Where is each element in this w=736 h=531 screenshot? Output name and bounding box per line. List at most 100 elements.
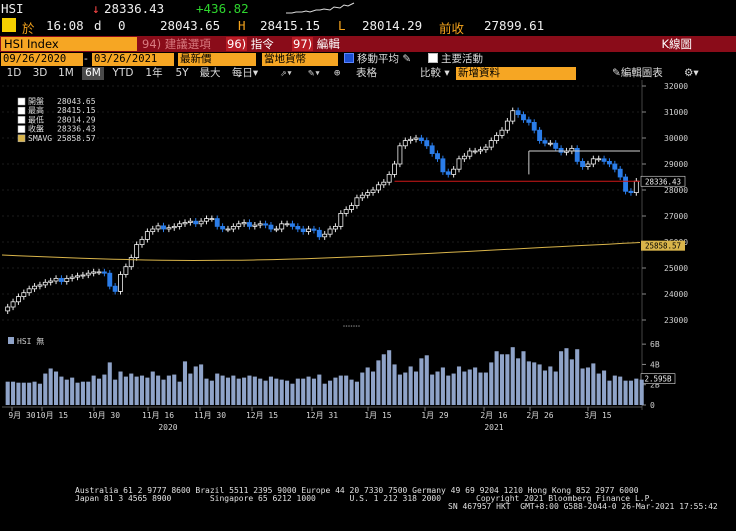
candle-up	[381, 181, 387, 186]
settings-gear-icon[interactable]: ⚙▾	[684, 67, 699, 79]
pane-separator[interactable]	[343, 325, 360, 327]
volume-bar	[446, 375, 451, 405]
volume-bar	[96, 378, 102, 405]
volume-bar	[188, 373, 193, 405]
period-3d[interactable]: 3D	[32, 67, 48, 79]
x-axis: 9月 30 10月 15 10月 30 11月 16 11月 30 12月 15 12月 3…	[8, 407, 612, 432]
volume-bar	[252, 376, 257, 405]
table-button[interactable]: 表格	[356, 67, 377, 79]
candle-up	[252, 224, 258, 227]
volume-bar	[430, 374, 435, 405]
period-1d[interactable]: 1D	[6, 67, 22, 79]
legend-value: 28336.43	[57, 125, 96, 134]
volume-bar	[408, 366, 413, 405]
volume-bar	[553, 371, 558, 405]
candle-down	[435, 153, 440, 160]
prev-close-value: 27899.61	[484, 18, 545, 33]
volume-bar	[580, 368, 585, 405]
frequency-select[interactable]: 每日▾	[231, 67, 259, 79]
separator-dot	[358, 325, 360, 327]
period-1y[interactable]: 1年	[145, 67, 163, 79]
candle-up	[177, 223, 183, 227]
events-label: 主要活動	[441, 53, 483, 65]
candle-up	[451, 168, 457, 175]
edit-menu-label: 編輯	[316, 37, 340, 51]
volume-bar	[451, 373, 456, 405]
candle-down	[445, 171, 451, 175]
compare-select[interactable]: 比較 ▾	[420, 67, 450, 79]
date-to-input[interactable]: 03/26/2021	[92, 53, 174, 66]
edit-menu[interactable]: 97) 編輯	[292, 37, 340, 51]
x-tick-label: 2月 26	[526, 411, 553, 420]
down-arrow-icon: ↓	[92, 1, 100, 16]
candle-up	[5, 306, 11, 312]
price-chart[interactable]: 3200031000300002900028000270002600025000…	[0, 80, 736, 480]
period-1m[interactable]: 1M	[58, 67, 74, 79]
candle-up	[91, 271, 97, 274]
volume-bar	[215, 373, 220, 405]
date-from-input[interactable]: 09/26/2020	[1, 53, 83, 66]
candle-up	[359, 194, 365, 199]
x-tick-label: 11月 16	[142, 411, 174, 420]
currency-select[interactable]: 當地貨幣	[262, 53, 338, 66]
volume-bar	[75, 382, 80, 405]
candle-up	[257, 223, 263, 226]
add-data-input[interactable]: 新增資料	[456, 67, 576, 80]
last-price: 28336.43	[104, 1, 165, 16]
security-input[interactable]: HSI Index	[1, 37, 137, 51]
zoom-tool-icon[interactable]: ⊕	[334, 67, 341, 79]
candle-up	[504, 120, 510, 131]
candle-up	[225, 228, 231, 231]
period-ytd[interactable]: YTD	[112, 67, 134, 79]
volume-bar	[462, 371, 467, 405]
period-row: 1D 3D 1M 6M YTD 1年 5Y 最大 每日▾ ⇗▾ ✎▾ ⊕ 表格 …	[0, 67, 736, 80]
candle-up	[134, 244, 140, 259]
price-tick-label: 29000	[664, 160, 688, 169]
price-type-select[interactable]: 最新價	[178, 53, 256, 66]
volume-bar	[177, 381, 182, 405]
period-5y[interactable]: 5Y	[175, 67, 189, 79]
moving-average-toggle[interactable]: 移動平均 ✎	[344, 53, 411, 66]
volume-bar	[258, 378, 263, 405]
volume-bar	[236, 378, 241, 405]
candle-up	[284, 223, 290, 226]
candle-down	[531, 122, 537, 131]
smavg-label: 25858.57	[641, 240, 685, 251]
volume-bar	[54, 371, 59, 405]
volume-bar	[285, 380, 290, 405]
candle-up	[166, 227, 172, 230]
year-label: 2021	[484, 423, 503, 432]
volume-last-box	[640, 373, 676, 384]
events-toggle[interactable]: 主要活動	[428, 53, 483, 66]
candle-down	[268, 224, 274, 230]
candle-up	[123, 266, 129, 275]
candle-up	[85, 272, 91, 276]
draw-tool-icon[interactable]: ✎▾	[308, 67, 321, 79]
volume-bar	[516, 358, 521, 405]
volume-bar	[301, 378, 306, 405]
actions-menu[interactable]: 96) 指令	[226, 37, 274, 51]
edit-menu-number: 97)	[292, 37, 314, 51]
volume-bar	[139, 375, 145, 405]
compare-label: 比較	[420, 67, 441, 79]
actions-menu-label: 指令	[250, 37, 274, 51]
title-bar: HSI Index 94) 建議選項 96) 指令 97) 編輯 K線圖	[0, 36, 736, 52]
period-6m[interactable]: 6M	[82, 67, 104, 80]
chart-type-title: K線圖	[661, 37, 692, 51]
suggestions-menu[interactable]: 94) 建議選項	[142, 37, 211, 51]
volume-bar	[456, 366, 462, 405]
candle-up	[633, 180, 639, 194]
period-max[interactable]: 最大	[199, 67, 221, 79]
last-price-text: 28336.43	[645, 177, 681, 186]
volume-bar	[242, 377, 247, 405]
candle-up	[15, 296, 21, 303]
candle-up	[139, 238, 145, 245]
line-tool-icon[interactable]: ⇗▾	[280, 67, 293, 79]
candle-up	[499, 129, 505, 136]
quote-ticker[interactable]: HSI	[1, 1, 24, 16]
volume-bar	[129, 373, 134, 405]
volume-bar	[521, 351, 526, 405]
chart-settings-button[interactable]: ✎編輯圖表	[612, 67, 663, 79]
candle-down	[612, 163, 618, 170]
separator-dot	[345, 325, 348, 327]
